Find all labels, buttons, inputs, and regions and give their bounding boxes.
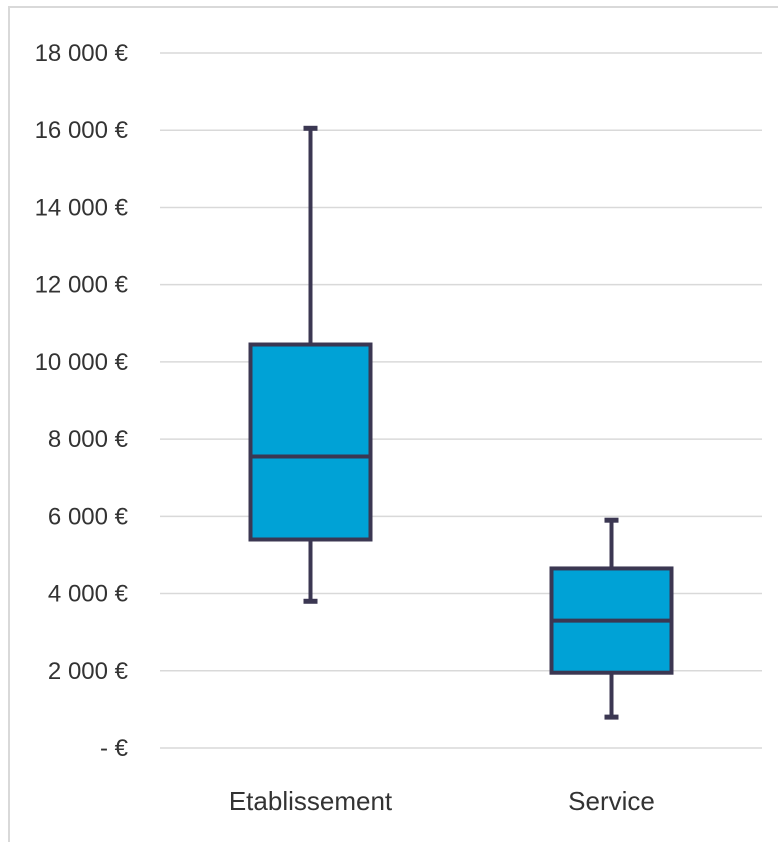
box-etablissement bbox=[248, 125, 373, 604]
x-category-label: Etablissement bbox=[229, 786, 393, 816]
box-series bbox=[248, 125, 674, 720]
y-tick-label: 6 000 € bbox=[48, 503, 129, 530]
y-tick-label: 8 000 € bbox=[48, 426, 129, 453]
y-tick-label: 2 000 € bbox=[48, 658, 129, 685]
y-tick-label: 12 000 € bbox=[35, 272, 129, 299]
y-tick-label: 4 000 € bbox=[48, 581, 129, 608]
box-service bbox=[549, 517, 674, 720]
interquartile-box bbox=[248, 342, 373, 542]
y-axis-tick-labels: - € 2 000 € 4 000 € 6 000 € 8 000 € 10 000 € 1… bbox=[35, 40, 129, 762]
chart-frame bbox=[8, 6, 778, 842]
x-category-label: Service bbox=[568, 786, 655, 816]
y-tick-label: 18 000 € bbox=[35, 40, 129, 67]
x-axis-category-labels: Etablissement Service bbox=[229, 786, 655, 816]
gridlines bbox=[160, 52, 762, 749]
y-tick-label: 14 000 € bbox=[35, 194, 129, 221]
y-tick-label: - € bbox=[100, 735, 129, 762]
y-tick-label: 10 000 € bbox=[35, 349, 129, 376]
y-tick-label: 16 000 € bbox=[35, 117, 129, 144]
